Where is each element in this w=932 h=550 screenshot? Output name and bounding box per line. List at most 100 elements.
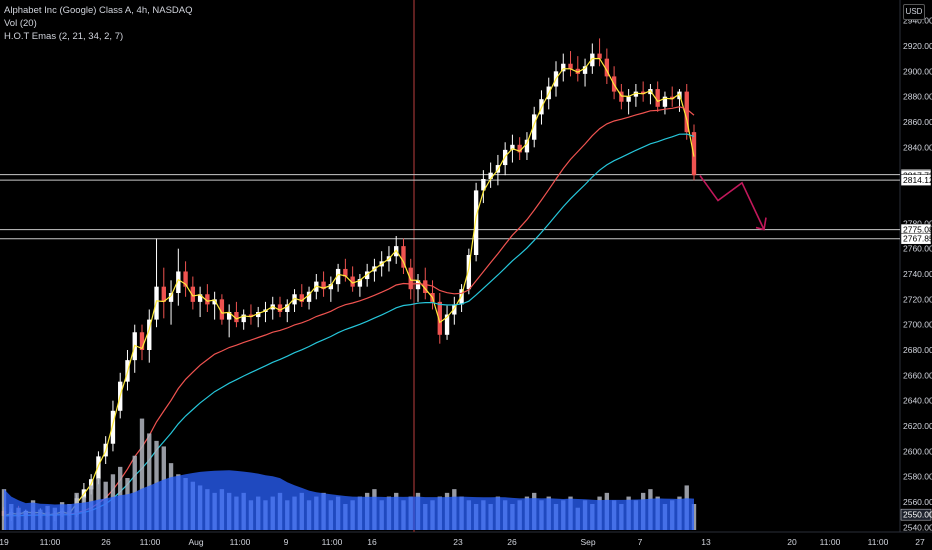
candle-body-46 [335,268,341,285]
candle-body-20 [147,319,152,350]
candle-body-22 [161,286,166,302]
ema-indicator-label[interactable]: H.O.T Emas (2, 21, 34, 2, 7) [4,31,124,42]
candle-body-78 [568,63,573,69]
candle-body-25 [183,271,188,287]
x-tick-label-7: 11:00 [322,537,343,547]
candle-body-23 [168,293,174,302]
candle-body-86 [626,96,631,102]
candle-body-94 [684,91,689,133]
ema-slow-line [3,133,695,517]
volume-average-area [4,470,694,530]
candle-body-92 [670,96,675,100]
x-tick-label-1: 11:00 [40,537,61,547]
volume-bar-20 [147,433,152,530]
y-tick-label-9: 2720.00 [903,294,932,304]
x-tick-label-8: 16 [367,537,377,547]
candle-body-33 [241,314,246,323]
svg-text:2775.08: 2775.08 [903,225,932,235]
candle-body-26 [190,286,196,302]
price-tag-4: 2767.85 [900,232,932,245]
y-tick-label-2: 2900.00 [903,66,932,76]
y-tick-label-10: 2700.00 [903,320,932,330]
candle-body-30 [219,299,225,320]
candle-body-27 [197,294,203,302]
x-tick-label-16: 11:00 [868,537,889,547]
currency-button[interactable]: USD [903,4,925,20]
candle-body-34 [248,314,254,318]
x-tick-label-14: 20 [787,537,797,547]
x-tick-label-0: 19 [0,537,9,547]
candle-body-79 [575,68,580,74]
candle-body-15 [110,410,116,444]
candle-body-82 [597,53,602,59]
candle-body-81 [590,53,595,67]
y-tick-label-13: 2640.00 [903,396,932,406]
x-tick-label-12: 7 [638,537,643,547]
candle-body-90 [655,89,660,107]
candle-body-49 [357,279,363,287]
y-tick-label-4: 2860.00 [903,117,932,127]
y-tick-label-1: 2920.00 [903,41,932,51]
x-tick-label-15: 11:00 [820,537,841,547]
y-tick-label-11: 2680.00 [903,345,932,355]
candle-body-44 [321,281,326,290]
y-tick-label-5: 2840.00 [903,142,932,152]
y-tick-label-18: 2540.00 [903,522,932,532]
y-tick-label-8: 2740.00 [903,269,932,279]
x-tick-label-11: Sep [580,537,595,547]
symbol-title[interactable]: Alphabet Inc (Google) Class A, 4h, NASDA… [4,5,193,16]
price-tag-2: 2814.12 [900,174,932,186]
candle-body-85 [619,91,624,102]
svg-text:2767.85: 2767.85 [903,234,932,244]
x-tick-label-2: 26 [101,537,111,547]
y-tick-label-12: 2660.00 [903,370,932,380]
y-tick-label-14: 2620.00 [903,421,932,431]
candle-body-61 [444,314,450,335]
candle-body-29 [212,299,217,305]
candle-body-35 [256,312,261,318]
candle-body-80 [582,66,588,74]
candle-body-83 [604,58,610,77]
candle-body-71 [517,144,522,153]
candle-body-28 [205,294,210,305]
candle-body-77 [561,63,566,72]
volume-bar-19 [139,418,145,530]
y-tick-label-6: 2780.00 [903,218,932,228]
svg-text:2550.00: 2550.00 [903,510,932,520]
ema-fast-line [3,57,695,517]
candle-body-40 [292,294,297,305]
svg-text:2814.12: 2814.12 [903,175,932,185]
candle-body-56 [408,267,413,290]
candle-body-73 [532,114,537,140]
x-tick-label-10: 26 [507,537,517,547]
y-tick-label-16: 2580.00 [903,472,932,482]
candle-body-87 [633,91,639,97]
x-tick-label-5: 11:00 [230,537,251,547]
candle-body-24 [176,271,181,293]
candle-body-91 [662,96,668,107]
candle-body-41 [299,294,304,302]
candle-body-32 [234,312,239,323]
candle-body-58 [423,280,428,293]
y-tick-label-0: 2940.00 [903,16,932,26]
projection-arrow-path [699,175,765,230]
candle-body-64 [466,255,472,290]
chart-legend: Alphabet Inc (Google) Class A, 4h, NASDA… [4,4,193,43]
y-tick-label-7: 2760.00 [903,244,932,254]
y-tick-label-17: 2560.00 [903,497,932,507]
candle-body-72 [524,139,530,153]
candle-body-65 [473,190,479,255]
x-tick-label-4: Aug [188,537,203,547]
candle-body-48 [350,276,355,287]
candle-body-70 [510,144,515,150]
candle-body-39 [285,304,290,312]
y-tick-label-15: 2600.00 [903,446,932,456]
price-tag-5: 2550.00 [900,508,932,521]
volume-indicator-label[interactable]: Vol (20) [4,18,37,29]
candle-body-31 [226,312,232,320]
x-tick-label-9: 23 [453,537,463,547]
candle-body-57 [415,280,421,290]
candle-body-42 [306,291,312,302]
